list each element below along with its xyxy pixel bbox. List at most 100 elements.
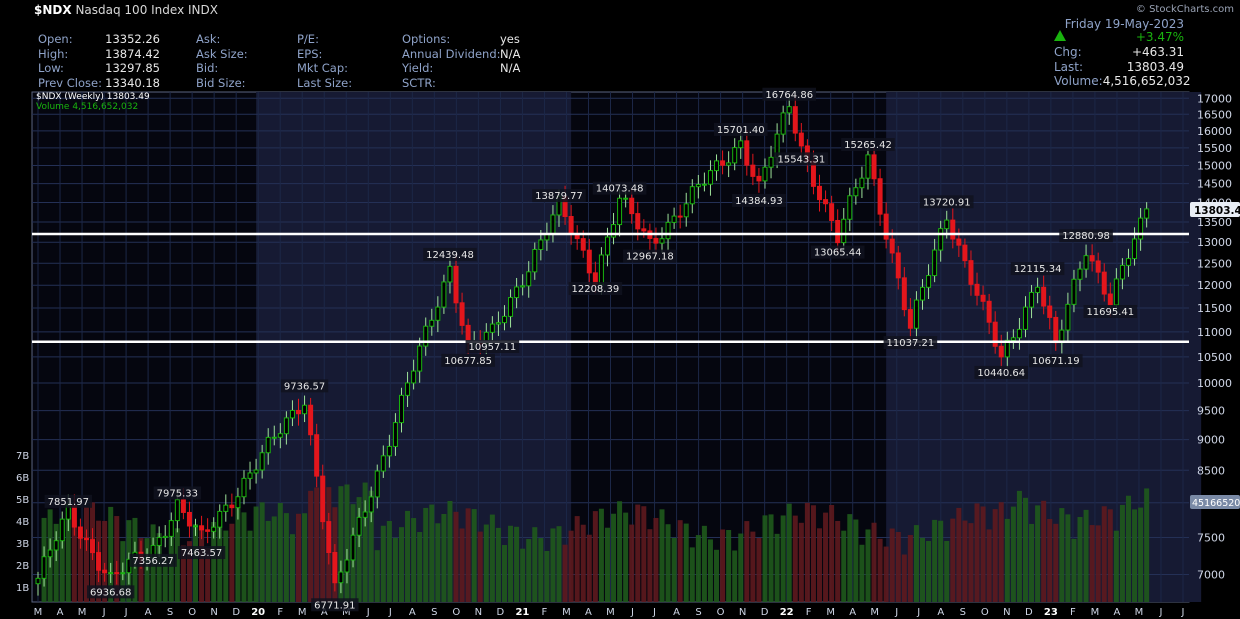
candle-body xyxy=(829,203,835,221)
volume-label: Volume: xyxy=(1054,74,1103,89)
annotation-bg xyxy=(1059,229,1113,243)
candle-body xyxy=(1077,268,1083,280)
bid-label: Bid: xyxy=(196,61,219,76)
last-size-label: Last Size: xyxy=(297,76,353,91)
volume-bar xyxy=(1077,517,1083,602)
annotation-label: 7851.97 xyxy=(48,497,89,508)
candle-body xyxy=(344,559,350,573)
candle-body xyxy=(356,516,362,536)
y-tick-label: 11500 xyxy=(1197,302,1232,315)
candle-body xyxy=(944,219,950,230)
x-tick-label: S xyxy=(431,607,437,618)
x-tick-label: J xyxy=(630,607,634,618)
volume-bar xyxy=(283,513,289,602)
annotation-bg xyxy=(441,353,495,367)
y-tick-label: 13000 xyxy=(1197,236,1232,249)
volume-bar xyxy=(956,507,962,602)
x-tick-label: A xyxy=(585,607,592,618)
candle-body xyxy=(362,511,368,518)
candle-body xyxy=(641,228,647,232)
annotation-label: 15701.40 xyxy=(717,125,765,136)
annotation-bg xyxy=(1083,305,1138,319)
x-tick-label: A xyxy=(673,607,680,618)
annotation-bg xyxy=(44,494,92,508)
volume-bar xyxy=(780,515,786,602)
volume-bar xyxy=(314,487,320,602)
yield-value: N/A xyxy=(500,61,521,76)
annotation-label: 12880.98 xyxy=(1062,231,1110,242)
volume-bar xyxy=(901,554,907,602)
volume-bar xyxy=(732,550,738,602)
candle-body xyxy=(956,238,962,246)
x-tick-label: J xyxy=(1181,607,1185,618)
candle-body xyxy=(1119,264,1125,280)
candle-body xyxy=(538,239,544,250)
volume-bar xyxy=(556,526,562,602)
volume-bar xyxy=(247,530,253,602)
volume-bar xyxy=(1125,495,1131,602)
volume-bar xyxy=(804,502,810,602)
candle-body xyxy=(901,277,907,311)
y-tick-label: 10500 xyxy=(1197,351,1232,364)
candle-body xyxy=(114,572,120,575)
candle-body xyxy=(350,534,356,561)
annotation-label: 12115.34 xyxy=(1014,264,1062,275)
candle-body xyxy=(459,302,465,326)
volume-bar xyxy=(526,539,532,602)
volume-bar xyxy=(871,522,877,602)
volume-bar xyxy=(835,520,841,602)
volume-bar xyxy=(289,534,295,602)
annotation-bg xyxy=(883,336,938,350)
candle-body xyxy=(835,219,841,244)
candle-body xyxy=(405,382,411,396)
pe-label: P/E: xyxy=(297,32,319,46)
quote-labels-3: P/E: EPS: Mkt Cap: Last Size: xyxy=(297,32,352,91)
volume-bar xyxy=(823,512,829,602)
candle-body xyxy=(623,197,629,200)
annotation-label: 14073.48 xyxy=(596,184,644,195)
annotation-label: 10671.19 xyxy=(1032,356,1080,367)
volume-bar xyxy=(895,531,901,602)
volume-bar xyxy=(950,518,956,602)
y-tick-label: 16500 xyxy=(1197,108,1232,121)
y-tick-label: 10000 xyxy=(1197,377,1232,390)
candle-body xyxy=(550,214,556,235)
volume-bar xyxy=(932,519,938,602)
x-tick-label: 23 xyxy=(1044,607,1058,618)
volume-bar xyxy=(877,538,883,602)
candle-body xyxy=(683,203,689,218)
x-tick-label: A xyxy=(409,607,416,618)
x-tick-label: N xyxy=(210,607,217,618)
open-label: Open: xyxy=(38,32,73,46)
candle-body xyxy=(756,175,762,182)
exchange: INDX xyxy=(188,3,218,17)
annotation-label: 11037.21 xyxy=(887,338,935,349)
y-tick-label: 16000 xyxy=(1197,125,1232,138)
high-value: 13874.42 xyxy=(105,46,160,61)
x-tick-label: A xyxy=(145,607,152,618)
last-price-tag xyxy=(1190,202,1240,218)
volume-tick-label: 3B xyxy=(16,539,29,550)
volume-bar xyxy=(1095,525,1101,602)
candle-body xyxy=(162,535,168,539)
volume-bar xyxy=(1132,509,1138,602)
candle-body xyxy=(738,140,744,149)
volume-bar xyxy=(320,475,326,602)
y-tick-label: 9000 xyxy=(1197,434,1225,447)
candle-body xyxy=(1101,271,1107,295)
candle-body xyxy=(211,526,217,532)
volume-bar xyxy=(1065,514,1071,602)
x-tick-label: A xyxy=(849,607,856,618)
volume-bar xyxy=(1138,507,1144,602)
volume-bar xyxy=(841,530,847,602)
chg-value: +463.31 xyxy=(1131,44,1184,59)
candle-body xyxy=(283,417,289,435)
volume-bar xyxy=(659,509,665,602)
annotation-label: 15543.31 xyxy=(777,154,825,165)
volume-bar xyxy=(398,527,404,602)
x-tick-label: S xyxy=(695,607,701,618)
candle-body xyxy=(296,409,302,415)
volume-bar xyxy=(865,529,871,602)
quote-labels-2: Ask: Ask Size: Bid: Bid Size: xyxy=(196,32,248,91)
